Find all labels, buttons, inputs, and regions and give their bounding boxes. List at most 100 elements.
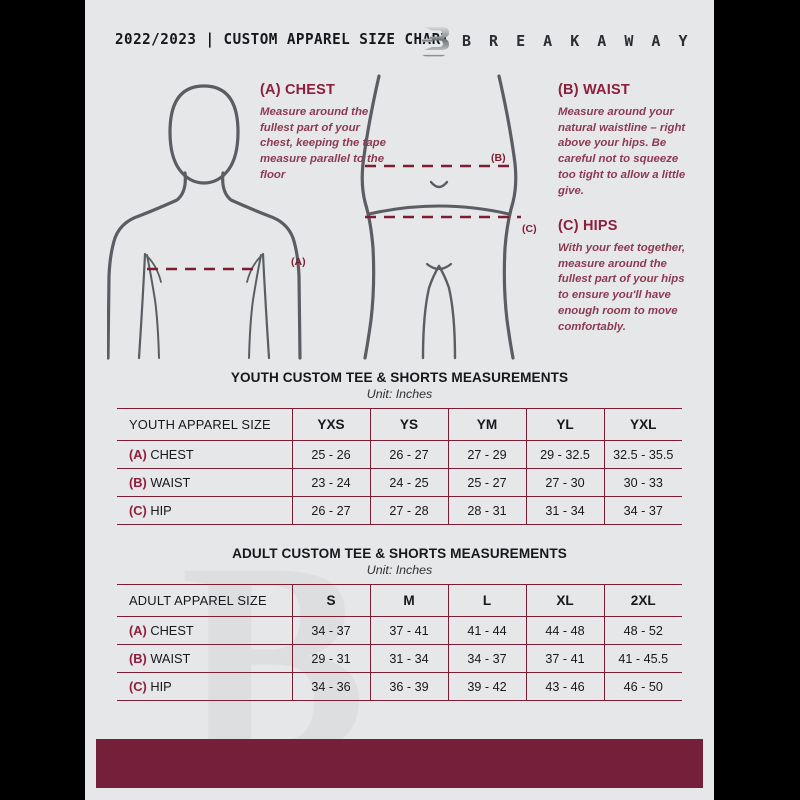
page-header: 2022/2023 | CUSTOM APPAREL SIZE CHART B …	[85, 26, 714, 60]
right-shoulder-arm	[221, 171, 302, 360]
adult-cell-1-3: 37 - 41	[526, 644, 605, 673]
adult-cell-1-4: 41 - 45.5	[604, 644, 682, 673]
adult-cell-2-0: 34 - 36	[292, 672, 371, 701]
right-leg-inner	[437, 264, 457, 360]
callout-hips-title: (C) HIPS	[558, 218, 618, 234]
left-armpit-detail	[146, 255, 162, 283]
measurement-illustration: (A) (B) (C) (A) CHEST Measure around the…	[85, 70, 714, 360]
adult-row-0-tag: (A)	[129, 623, 147, 638]
brand-logo: B R E A K A W A Y	[420, 25, 692, 57]
adult-cell-2-3: 43 - 46	[526, 672, 605, 701]
youth-cell-0-2: 27 - 29	[448, 440, 527, 469]
youth-row-1-name: WAIST	[150, 475, 191, 490]
adult-cell-2-2: 39 - 42	[448, 672, 527, 701]
youth-cell-2-0: 26 - 27	[292, 496, 371, 525]
adult-cell-2-4: 46 - 50	[604, 672, 682, 701]
callout-hips-body: With your feet together, measure around …	[558, 242, 686, 333]
adult-size-col-0: S	[292, 584, 371, 617]
hip-contour-line	[367, 204, 511, 216]
adult-cell-1-2: 34 - 37	[448, 644, 527, 673]
groin-detail	[425, 262, 453, 271]
youth-size-col-2: YM	[448, 408, 527, 441]
adult-size-label: ADULT APPAREL SIZE	[117, 584, 293, 617]
left-inner-arm	[146, 254, 160, 359]
youth-row-0-label: (A) CHEST	[117, 440, 293, 469]
youth-cell-0-3: 29 - 32.5	[526, 440, 605, 469]
callout-chest: (A) CHEST Measure around the fullest par…	[260, 82, 390, 184]
table-header-row: ADULT APPAREL SIZE S M L XL 2XL	[117, 584, 682, 617]
table-row: (B) WAIST 29 - 31 31 - 34 34 - 37 37 - 4…	[117, 644, 682, 673]
breakaway-b-logo-icon	[421, 27, 449, 57]
adult-cell-1-1: 31 - 34	[370, 644, 449, 673]
hip-line-label: (C)	[522, 223, 537, 235]
youth-cell-1-3: 27 - 30	[526, 468, 605, 497]
table-row: (A) CHEST 25 - 26 26 - 27 27 - 29 29 - 3…	[117, 440, 682, 469]
adult-size-col-2: L	[448, 584, 527, 617]
adult-table-unit: Unit: Inches	[366, 563, 433, 577]
adult-size-col-4: 2XL	[604, 584, 682, 617]
left-shoulder-arm	[107, 171, 187, 360]
adult-cell-0-0: 34 - 37	[292, 616, 371, 645]
adult-cell-2-1: 36 - 39	[370, 672, 449, 701]
youth-cell-2-2: 28 - 31	[448, 496, 527, 525]
size-chart-page: B 2022/2023 | CUSTOM APPAREL SIZE CHART …	[85, 0, 714, 800]
adult-row-2-name: HIP	[150, 679, 172, 694]
callout-waist-body: Measure around your natural waistline – …	[558, 106, 686, 197]
youth-cell-0-1: 26 - 27	[370, 440, 449, 469]
adult-cell-0-4: 48 - 52	[604, 616, 682, 645]
left-torso-line	[137, 252, 147, 360]
adult-row-0-label: (A) CHEST	[117, 616, 293, 645]
brand-name: B R E A K A W A Y	[461, 32, 692, 50]
youth-row-1-label: (B) WAIST	[117, 468, 293, 497]
adult-row-1-tag: (B)	[129, 651, 147, 666]
lower-right-outline	[497, 74, 518, 360]
chest-line-label: (A)	[291, 256, 306, 268]
callout-waist-title: (B) WAIST	[558, 82, 630, 98]
youth-table-unit: Unit: Inches	[366, 387, 433, 401]
youth-row-2-label: (C) HIP	[117, 496, 293, 525]
youth-size-table-section: YOUTH CUSTOM TEE & SHORTS MEASUREMENTS U…	[85, 370, 714, 525]
right-inner-arm	[248, 254, 262, 359]
table-row: (A) CHEST 34 - 37 37 - 41 41 - 44 44 - 4…	[117, 616, 682, 645]
adult-row-1-label: (B) WAIST	[117, 644, 293, 673]
youth-cell-1-2: 25 - 27	[448, 468, 527, 497]
youth-row-0-tag: (A)	[129, 447, 147, 462]
youth-size-label: YOUTH APPAREL SIZE	[117, 408, 293, 441]
right-armpit-detail	[246, 255, 262, 283]
youth-cell-2-3: 31 - 34	[526, 496, 605, 525]
youth-size-table: YOUTH APPAREL SIZE YXS YS YM YL YXL (A) …	[117, 408, 682, 525]
table-row: (B) WAIST 23 - 24 24 - 25 25 - 27 27 - 3…	[117, 468, 682, 497]
youth-row-2-name: HIP	[150, 503, 172, 518]
adult-table-caption: ADULT CUSTOM TEE & SHORTS MEASUREMENTS	[232, 546, 567, 561]
adult-cell-0-2: 41 - 44	[448, 616, 527, 645]
youth-cell-1-4: 30 - 33	[604, 468, 682, 497]
footer-bar	[96, 739, 703, 788]
left-leg-inner	[421, 264, 441, 360]
callout-waist: (B) WAIST Measure around your natural wa…	[558, 82, 693, 199]
youth-size-col-1: YS	[370, 408, 449, 441]
youth-size-col-4: YXL	[604, 408, 682, 441]
lower-left-outline	[360, 74, 381, 360]
youth-row-1-tag: (B)	[129, 475, 147, 490]
youth-table-caption: YOUTH CUSTOM TEE & SHORTS MEASUREMENTS	[230, 370, 569, 385]
youth-cell-2-4: 34 - 37	[604, 496, 682, 525]
callout-hips: (C) HIPS With your feet together, measur…	[558, 218, 698, 335]
youth-cell-2-1: 27 - 28	[370, 496, 449, 525]
table-header-row: YOUTH APPAREL SIZE YXS YS YM YL YXL	[117, 408, 682, 441]
page-title: 2022/2023 | CUSTOM APPAREL SIZE CHART	[115, 30, 450, 48]
youth-row-2-tag: (C)	[129, 503, 147, 518]
adult-size-table-section: ADULT CUSTOM TEE & SHORTS MEASUREMENTS U…	[85, 546, 714, 701]
adult-row-1-name: WAIST	[150, 651, 191, 666]
right-torso-line	[261, 252, 271, 360]
adult-cell-0-3: 44 - 48	[526, 616, 605, 645]
adult-row-2-tag: (C)	[129, 679, 147, 694]
youth-size-col-0: YXS	[292, 408, 371, 441]
youth-cell-0-4: 32.5 - 35.5	[604, 440, 682, 469]
body-figures-svg	[107, 74, 521, 360]
table-row: (C) HIP 34 - 36 36 - 39 39 - 42 43 - 46 …	[117, 672, 682, 701]
youth-size-col-3: YL	[526, 408, 605, 441]
youth-cell-0-0: 25 - 26	[292, 440, 371, 469]
adult-size-col-1: M	[370, 584, 449, 617]
adult-row-0-name: CHEST	[150, 623, 194, 638]
callout-chest-body: Measure around the fullest part of your …	[260, 106, 386, 181]
